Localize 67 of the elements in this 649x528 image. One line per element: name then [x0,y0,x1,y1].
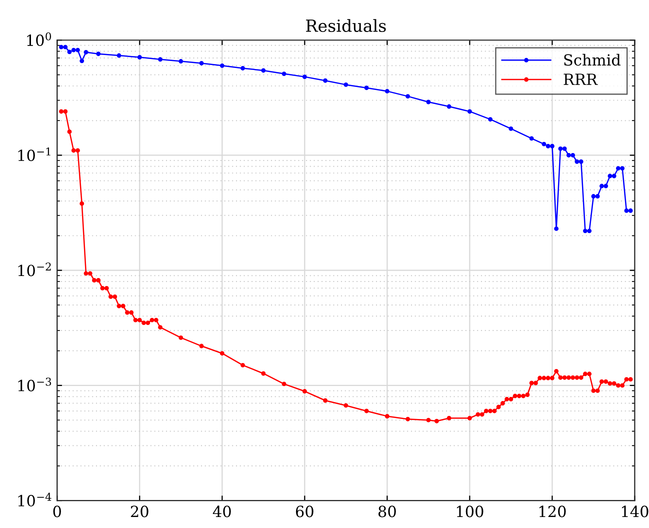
point [570,153,576,158]
point [384,88,390,94]
legend-label: RRR [564,74,598,85]
point [554,226,559,231]
point [76,48,80,52]
y-tick-label: 10$^{0}$ [27,32,52,46]
point [542,142,546,146]
point [582,228,588,234]
point [63,44,68,50]
point [71,48,76,52]
x-tick-label: 60 [296,506,314,518]
point [595,194,600,198]
point [562,146,567,151]
x-tick-label: 0 [53,506,61,518]
x-tick-label: 20 [130,506,148,518]
point [302,74,307,80]
legend-label: Schmid [564,54,621,66]
point [612,174,616,178]
point [628,208,633,213]
point [591,194,596,198]
y-tick-label: 10$^{−2}$ [18,262,51,276]
point [137,55,142,60]
point [220,63,224,68]
point [80,58,84,64]
y-tick-label: 10$^{−4}$ [18,492,52,506]
point [59,44,64,50]
point [558,146,563,151]
x-tick-label: 140 [622,506,648,518]
point [550,144,554,148]
y-tick-label: 10$^{−3}$ [18,378,52,392]
point [323,78,328,83]
chart-title: Residuals [306,19,386,32]
point [240,66,245,70]
point [599,184,604,188]
point [574,159,580,164]
point [96,52,101,56]
point [426,100,431,104]
x-tick-label: 120 [539,506,566,518]
point [546,144,550,148]
point [178,59,184,64]
point [587,228,592,234]
point [616,166,620,171]
x-tick-label: 40 [212,506,231,518]
point [344,82,348,87]
point [84,50,88,54]
point [67,50,72,54]
point [116,53,122,58]
x-tick-label: 100 [456,506,484,518]
point [604,184,608,188]
point [467,109,472,114]
point [158,57,162,62]
point [624,208,629,213]
point [488,117,493,122]
point [364,86,369,90]
point [199,61,204,66]
point [620,166,625,171]
x-tick-label: 80 [378,506,396,518]
y-tick-label: 10$^{−1}$ [18,147,50,162]
point [282,72,286,76]
point [261,68,266,73]
point [566,153,571,158]
point [508,126,514,131]
point [406,94,410,99]
point [578,159,584,164]
point [529,136,534,141]
point [608,174,612,178]
point [446,104,452,109]
